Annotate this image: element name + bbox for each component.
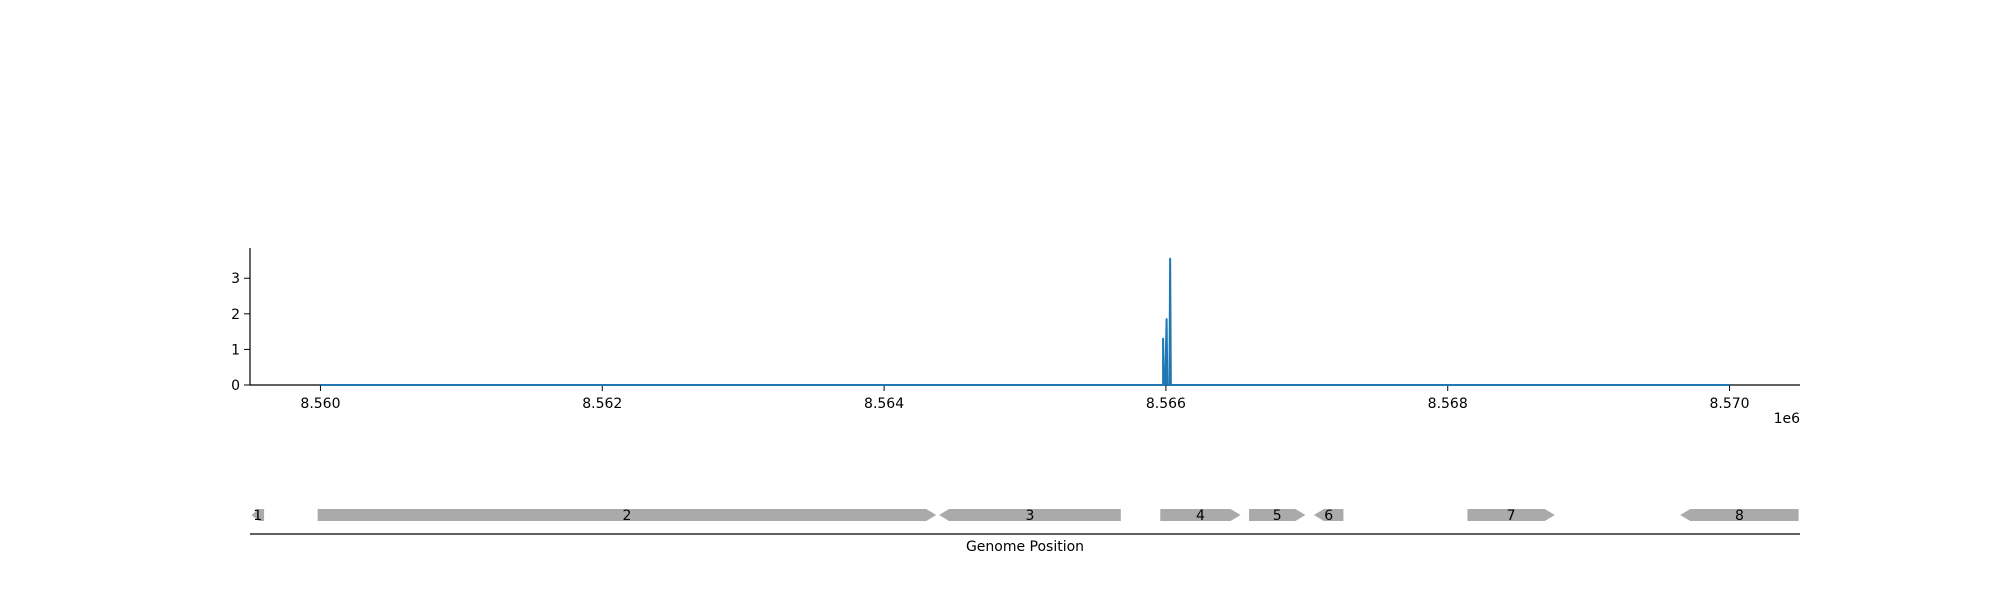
y-tick-label: 0 <box>231 378 240 394</box>
gene-arrow-4 <box>1160 509 1241 521</box>
y-tick-label: 3 <box>231 271 240 287</box>
gene-label: 1 <box>253 508 262 524</box>
gene-arrow-3 <box>939 509 1121 521</box>
gene-label: 5 <box>1273 508 1282 524</box>
gene-arrow-2 <box>317 509 937 521</box>
x-axis-title: Genome Position <box>966 539 1084 555</box>
x-tick-label: 8.564 <box>864 396 904 412</box>
x-tick-label: 8.568 <box>1428 396 1468 412</box>
gene-label: 4 <box>1196 508 1205 524</box>
gene-label: 8 <box>1735 508 1744 524</box>
gene-label: 3 <box>1025 508 1034 524</box>
gene-label: 2 <box>622 508 631 524</box>
coverage-series-line <box>320 257 1730 386</box>
coverage-plot: 0 1 2 3 8.560 8.562 8.564 8.566 8.568 8.570 1e6 <box>231 248 1800 427</box>
gene-track: 1 2 3 4 5 6 7 8 Genome Position <box>250 508 1800 555</box>
gene-label: 6 <box>1324 508 1333 524</box>
x-tick-label: 8.562 <box>582 396 622 412</box>
x-tick-label: 8.570 <box>1709 396 1749 412</box>
gene-arrow-6 <box>1313 509 1344 521</box>
y-tick-label: 2 <box>231 307 240 323</box>
gene-label: 7 <box>1507 508 1516 524</box>
gene-arrow-8 <box>1680 509 1799 521</box>
gene-arrow-1 <box>251 509 265 521</box>
x-tick-label: 8.566 <box>1146 396 1186 412</box>
gene-arrow-5 <box>1249 509 1306 521</box>
x-offset-label: 1e6 <box>1774 411 1801 427</box>
x-tick-label: 8.560 <box>300 396 340 412</box>
y-tick-label: 1 <box>231 342 240 358</box>
gene-arrow-7 <box>1467 509 1555 521</box>
